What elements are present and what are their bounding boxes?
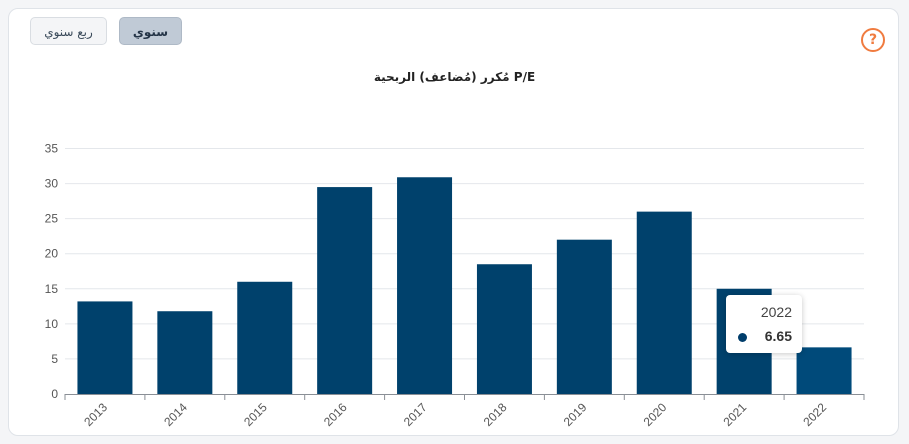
tooltip-series-dot [738, 333, 747, 342]
x-tick-label: 2014 [161, 400, 190, 429]
x-tick-label: 2015 [241, 400, 270, 429]
y-tick-label: 30 [45, 177, 59, 191]
y-tick-label: 25 [45, 212, 59, 226]
bar [317, 187, 373, 394]
tooltip-year: 2022 [760, 304, 792, 320]
x-tick-label: 2017 [401, 400, 430, 429]
chart-title: مُكرر (مُضاعف) الربحية P/E [373, 70, 536, 84]
x-tick-label: 2016 [321, 400, 350, 429]
bar [556, 239, 612, 394]
tooltip-value: 6.65 [764, 328, 792, 344]
bar [796, 347, 852, 394]
x-tick-label: 2022 [800, 400, 829, 429]
y-tick-label: 15 [45, 282, 59, 296]
x-tick-label: 2020 [641, 400, 670, 429]
x-tick-label: 2021 [720, 400, 749, 429]
annual-toggle-button[interactable]: سنوي [119, 17, 182, 45]
bar [237, 281, 293, 394]
chart-tooltip: 2022 6.65 [726, 295, 802, 353]
x-tick-label: 2013 [81, 400, 110, 429]
bar [157, 311, 213, 394]
bar [77, 301, 133, 394]
y-tick-label: 10 [45, 317, 59, 331]
bar [397, 177, 453, 394]
bar [476, 264, 532, 394]
y-tick-label: 20 [45, 247, 59, 261]
bar [636, 211, 692, 394]
quarterly-toggle-button[interactable]: ربع سنوي [30, 17, 107, 45]
y-tick-label: 5 [51, 352, 58, 366]
y-tick-label: 35 [45, 142, 59, 156]
y-tick-label: 0 [51, 387, 58, 401]
help-icon[interactable]: ? [861, 28, 885, 52]
x-tick-label: 2019 [561, 400, 590, 429]
x-tick-label: 2018 [481, 400, 510, 429]
